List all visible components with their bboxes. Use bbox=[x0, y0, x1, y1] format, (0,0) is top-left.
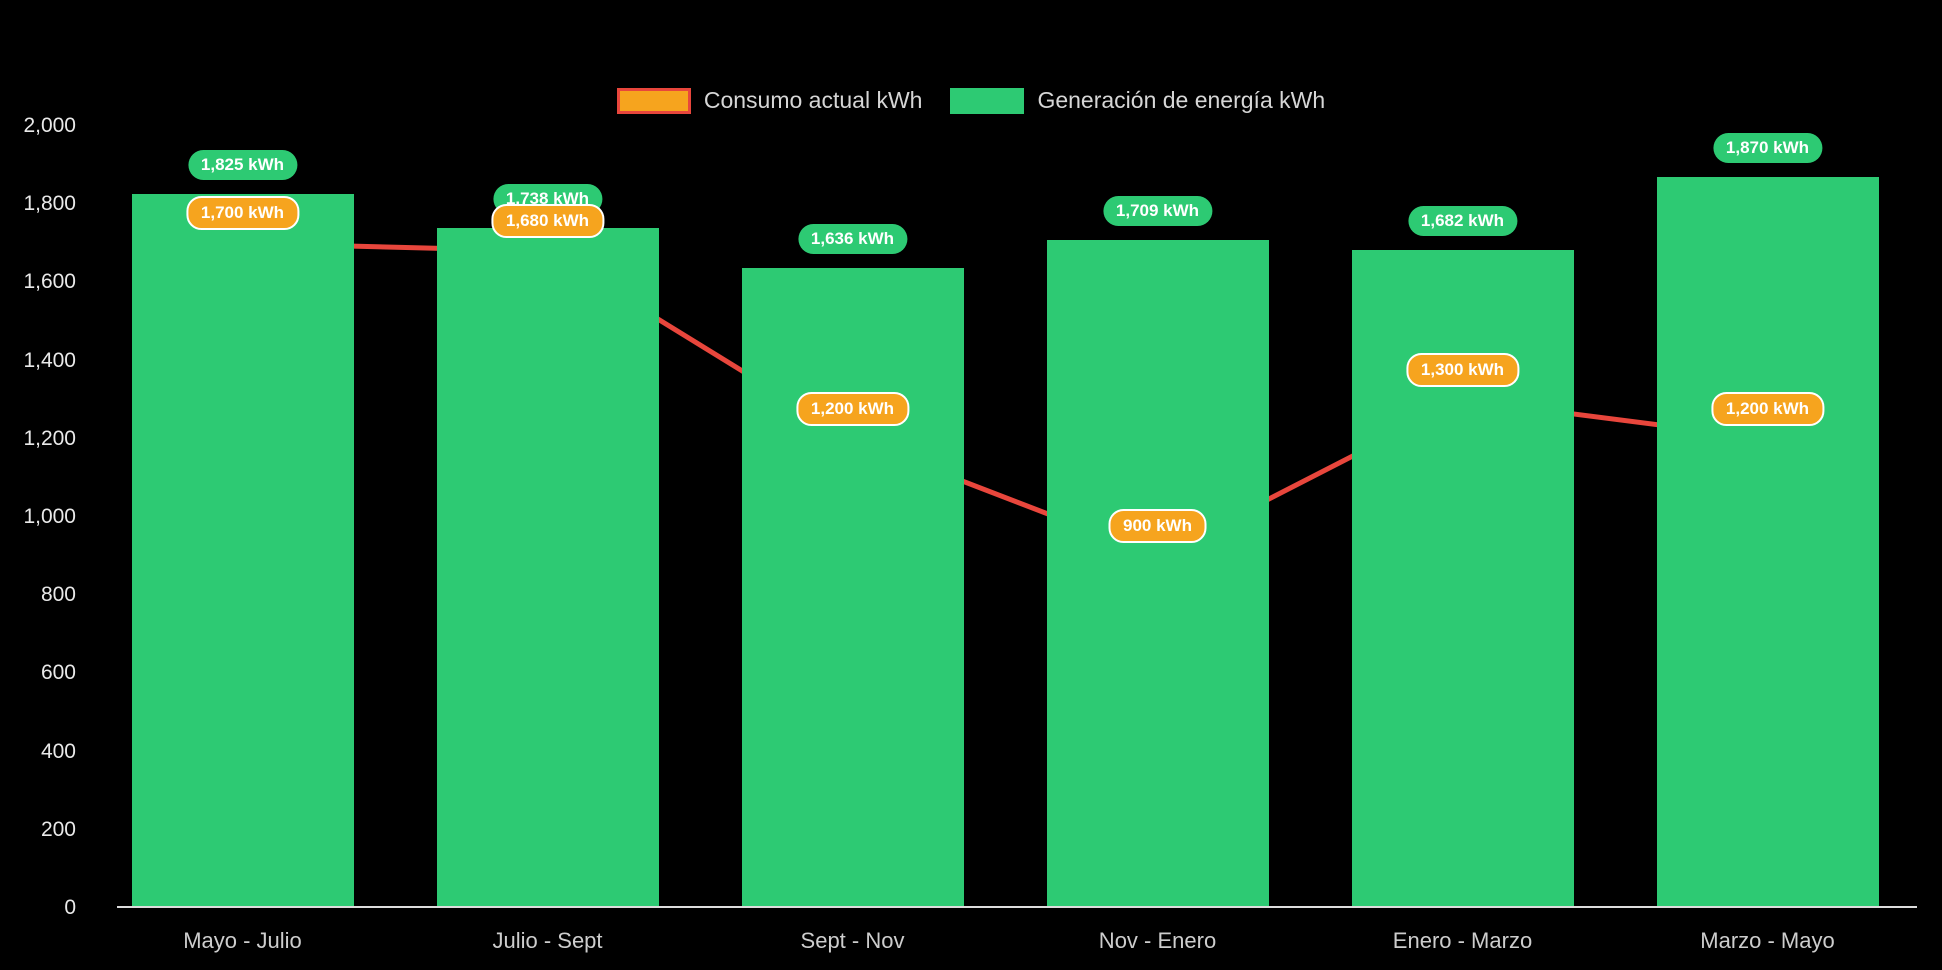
generation-value-label: 1,709 kWh bbox=[1102, 195, 1213, 226]
y-axis-tick-label: 1,200 bbox=[23, 426, 76, 450]
generation-bar[interactable] bbox=[1351, 250, 1574, 908]
x-axis-category-label: Nov - Enero bbox=[1098, 928, 1217, 953]
x-axis-category-label: Sept - Nov bbox=[800, 928, 905, 953]
consumption-value-label: 1,200 kWh bbox=[795, 391, 910, 426]
generation-bar[interactable] bbox=[1046, 239, 1269, 908]
x-axis-category-label: Mayo - Julio bbox=[183, 928, 302, 953]
consumption-value-label: 900 kWh bbox=[1108, 509, 1207, 544]
generation-value-label: 1,825 kWh bbox=[187, 150, 298, 181]
generation-bar[interactable] bbox=[436, 228, 659, 908]
x-axis-category-label: Julio - Sept bbox=[492, 928, 603, 953]
legend-swatch-generacion bbox=[950, 87, 1025, 114]
x-axis-category-label: Marzo - Mayo bbox=[1700, 928, 1835, 953]
x-axis-category-label: Enero - Marzo bbox=[1392, 928, 1533, 953]
chart-legend: Consumo actual kWh Generación de energía… bbox=[0, 87, 1942, 114]
generation-bar[interactable] bbox=[131, 194, 354, 908]
legend-label-generacion: Generación de energía kWh bbox=[1037, 87, 1326, 113]
generation-value-label: 1,636 kWh bbox=[797, 224, 908, 255]
y-axis-tick-label: 0 bbox=[64, 896, 76, 919]
y-axis-tick-label: 2,000 bbox=[23, 114, 76, 137]
consumption-value-label: 1,700 kWh bbox=[185, 196, 300, 231]
legend-item-generacion[interactable]: Generación de energía kWh bbox=[950, 87, 1325, 114]
generation-bar[interactable] bbox=[1656, 176, 1879, 908]
y-axis-tick-label: 1,600 bbox=[23, 270, 76, 294]
y-axis-tick-label: 1,000 bbox=[23, 505, 76, 528]
y-axis-tick-label: 1,400 bbox=[23, 348, 76, 372]
y-axis-tick-label: 800 bbox=[40, 583, 76, 607]
legend-label-consumo: Consumo actual kWh bbox=[703, 87, 923, 113]
generation-value-label: 1,870 kWh bbox=[1712, 132, 1823, 163]
y-axis-tick-label: 200 bbox=[40, 817, 76, 841]
generation-value-label: 1,682 kWh bbox=[1407, 206, 1518, 237]
consumption-value-label: 1,680 kWh bbox=[490, 204, 605, 239]
y-axis-tick-label: 600 bbox=[40, 661, 76, 685]
consumption-value-label: 1,300 kWh bbox=[1405, 352, 1520, 387]
generation-bar[interactable] bbox=[741, 268, 964, 908]
legend-swatch-consumo bbox=[616, 87, 691, 114]
legend-item-consumo[interactable]: Consumo actual kWh bbox=[616, 87, 923, 114]
consumption-value-label: 1,200 kWh bbox=[1710, 391, 1825, 426]
y-axis-tick-label: 1,800 bbox=[23, 192, 76, 216]
y-axis-tick-label: 400 bbox=[40, 739, 76, 763]
x-axis-line bbox=[117, 906, 1917, 908]
